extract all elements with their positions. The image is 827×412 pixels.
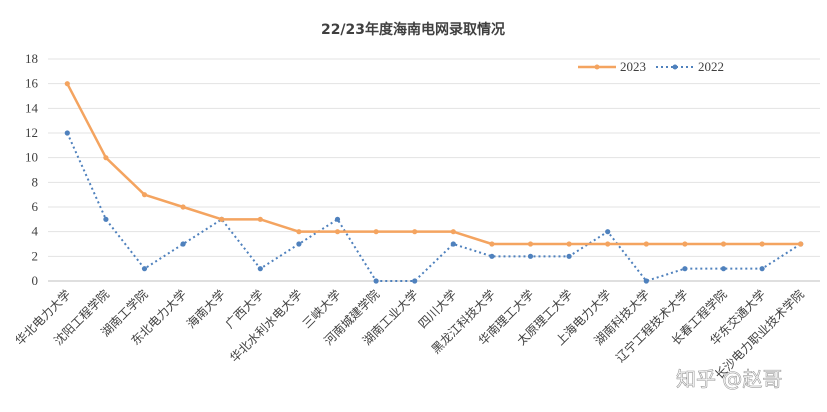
data-point-2022 (643, 278, 649, 284)
legend-marker-2022 (672, 64, 678, 70)
data-point-2022 (296, 241, 302, 247)
series-line-2023 (66, 83, 801, 246)
data-point-2023 (373, 229, 379, 235)
data-point-2023 (605, 241, 611, 247)
data-point-2023 (257, 216, 263, 222)
data-point-2022 (412, 278, 418, 284)
data-point-2022 (720, 266, 727, 272)
y-tick-label: 8 (32, 174, 39, 189)
data-point-2023 (527, 241, 534, 247)
data-point-2022 (566, 253, 572, 259)
data-point-2022 (527, 253, 534, 259)
y-tick-label: 4 (32, 224, 39, 239)
data-point-2023 (566, 241, 572, 247)
data-point-2022 (605, 229, 611, 235)
data-point-2023 (798, 241, 804, 247)
y-tick-label: 18 (25, 51, 38, 66)
watermark: 知乎 @赵哥 (676, 367, 782, 391)
data-point-2022 (450, 241, 456, 247)
y-tick-label: 12 (25, 125, 38, 140)
data-point-2023 (682, 241, 688, 247)
y-tick-label: 6 (32, 199, 39, 214)
data-point-2022 (489, 253, 495, 259)
gridlines (48, 58, 820, 282)
x-tick-label: 海南大学 (183, 287, 228, 332)
data-point-2023 (334, 229, 341, 235)
data-point-2022 (141, 266, 148, 272)
y-tick-label: 16 (25, 76, 39, 91)
x-tick-label: 华北水利水电大学 (227, 287, 305, 365)
data-point-2022 (64, 130, 70, 136)
y-tick-label: 0 (32, 273, 39, 288)
y-axis-ticks: 0 2 4 6 8 10 12 14 16 18 (25, 51, 39, 288)
data-point-2022 (682, 266, 688, 272)
data-point-2023 (720, 241, 727, 247)
data-point-2023 (141, 192, 148, 198)
data-point-2022 (257, 266, 263, 272)
data-point-2022 (180, 241, 186, 247)
legend-marker-2023 (594, 64, 600, 70)
chart-title: 22/23年度海南电网录取情况 (321, 21, 505, 38)
series-line-2022 (66, 132, 802, 282)
data-point-2023 (489, 241, 495, 247)
data-point-2023 (643, 241, 649, 247)
y-tick-label: 2 (32, 248, 39, 263)
data-point-2023 (759, 241, 765, 247)
data-point-2023 (450, 229, 456, 235)
legend-label-2022: 2022 (698, 59, 724, 74)
data-point-2023 (103, 155, 109, 161)
y-tick-label: 14 (25, 100, 39, 115)
data-point-2022 (334, 216, 341, 222)
y-tick-label: 10 (25, 150, 38, 165)
data-point-2023 (296, 229, 302, 235)
data-point-2023 (64, 81, 70, 87)
x-tick-label: 辽宁工程技术大学 (613, 287, 691, 365)
data-point-2023 (180, 204, 186, 210)
data-point-2023 (219, 216, 225, 222)
legend-label-2023: 2023 (620, 59, 646, 74)
data-point-2022 (103, 216, 109, 222)
data-point-2023 (412, 229, 418, 235)
legend: 2023 2022 (578, 59, 724, 74)
data-point-2022 (373, 278, 379, 284)
data-point-2022 (759, 266, 765, 272)
series-lines (64, 81, 804, 284)
